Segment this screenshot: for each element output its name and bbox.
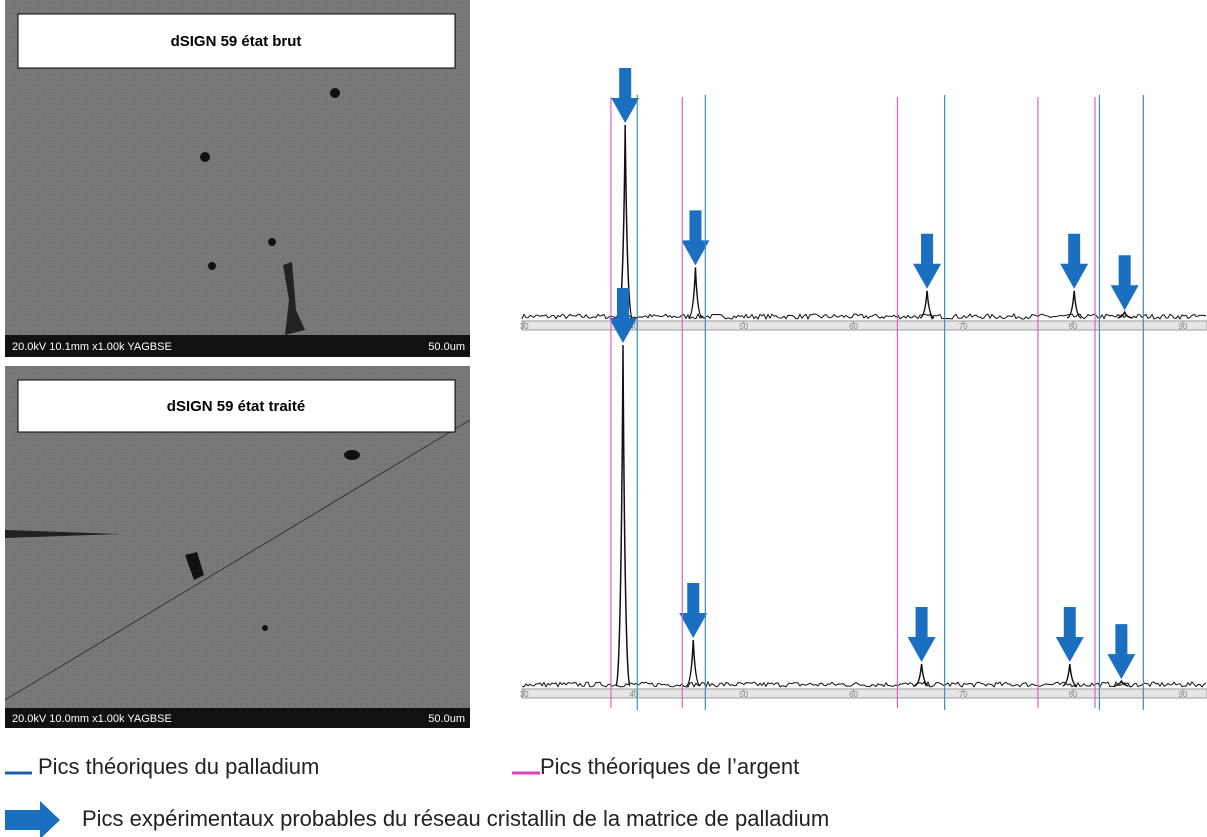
peak-arrow xyxy=(913,233,942,289)
micrograph-info: 20.0kV 10.0mm x1.00k YAGBSE xyxy=(12,713,172,725)
axis-bar xyxy=(521,688,1207,699)
x-tick-label: 80 xyxy=(1069,690,1078,699)
baseline xyxy=(521,312,1207,321)
baseline xyxy=(521,680,1207,689)
x-tick-label: 50 xyxy=(739,322,748,331)
axis-bar xyxy=(521,320,1207,331)
x-tick-label: 60 xyxy=(849,690,858,699)
x-tick-label: 60 xyxy=(849,322,858,331)
micrograph: dSIGN 59 état brut 20.0kV 10.1mm x1.00k … xyxy=(5,0,470,357)
peak xyxy=(914,663,929,687)
micrograph-scale: 50.0um xyxy=(428,713,465,725)
x-tick-label: 30 xyxy=(520,322,529,331)
x-tick-label: 70 xyxy=(959,690,968,699)
peak xyxy=(615,344,631,687)
x-tick-label: 80 xyxy=(1069,322,1078,331)
legend-label: Pics expérimentaux probables du réseau c… xyxy=(82,806,829,831)
x-tick-label: 40 xyxy=(630,690,639,699)
peak xyxy=(1114,679,1129,687)
peak-arrow xyxy=(1107,624,1136,680)
legend-label: Pics théoriques de l’argent xyxy=(540,754,799,779)
legend-label: Pics théoriques du palladium xyxy=(38,754,319,779)
peak xyxy=(1066,290,1082,319)
peak xyxy=(1117,310,1132,319)
x-tick-label: 30 xyxy=(520,690,529,699)
x-tick-label: 40 xyxy=(630,322,639,331)
peak xyxy=(919,290,935,319)
peak-arrow xyxy=(679,582,708,638)
peak-arrow xyxy=(907,606,936,662)
x-tick-label: 50 xyxy=(739,690,748,699)
peak-arrow xyxy=(1060,233,1089,289)
micrograph-scale: 50.0um xyxy=(428,341,465,353)
peak-arrow xyxy=(608,288,637,343)
micrograph: dSIGN 59 état traité 20.0kV 10.0mm x1.00… xyxy=(4,366,471,728)
peak xyxy=(1062,663,1078,687)
peak-arrow xyxy=(681,210,710,266)
peak-arrow xyxy=(1110,255,1139,311)
peak-arrow xyxy=(1055,606,1084,662)
peak-arrow xyxy=(611,68,640,123)
micrograph-info: 20.0kV 10.1mm x1.00k YAGBSE xyxy=(12,341,172,353)
peak xyxy=(687,267,703,319)
x-tick-label: 90 xyxy=(1178,690,1187,699)
micrograph-title: dSIGN 59 état traité xyxy=(167,398,305,415)
x-tick-label: 70 xyxy=(959,322,968,331)
legend-arrow xyxy=(5,801,60,837)
x-tick-label: 90 xyxy=(1178,322,1187,331)
peak xyxy=(685,639,701,687)
micrograph-title: dSIGN 59 état brut xyxy=(171,33,302,50)
